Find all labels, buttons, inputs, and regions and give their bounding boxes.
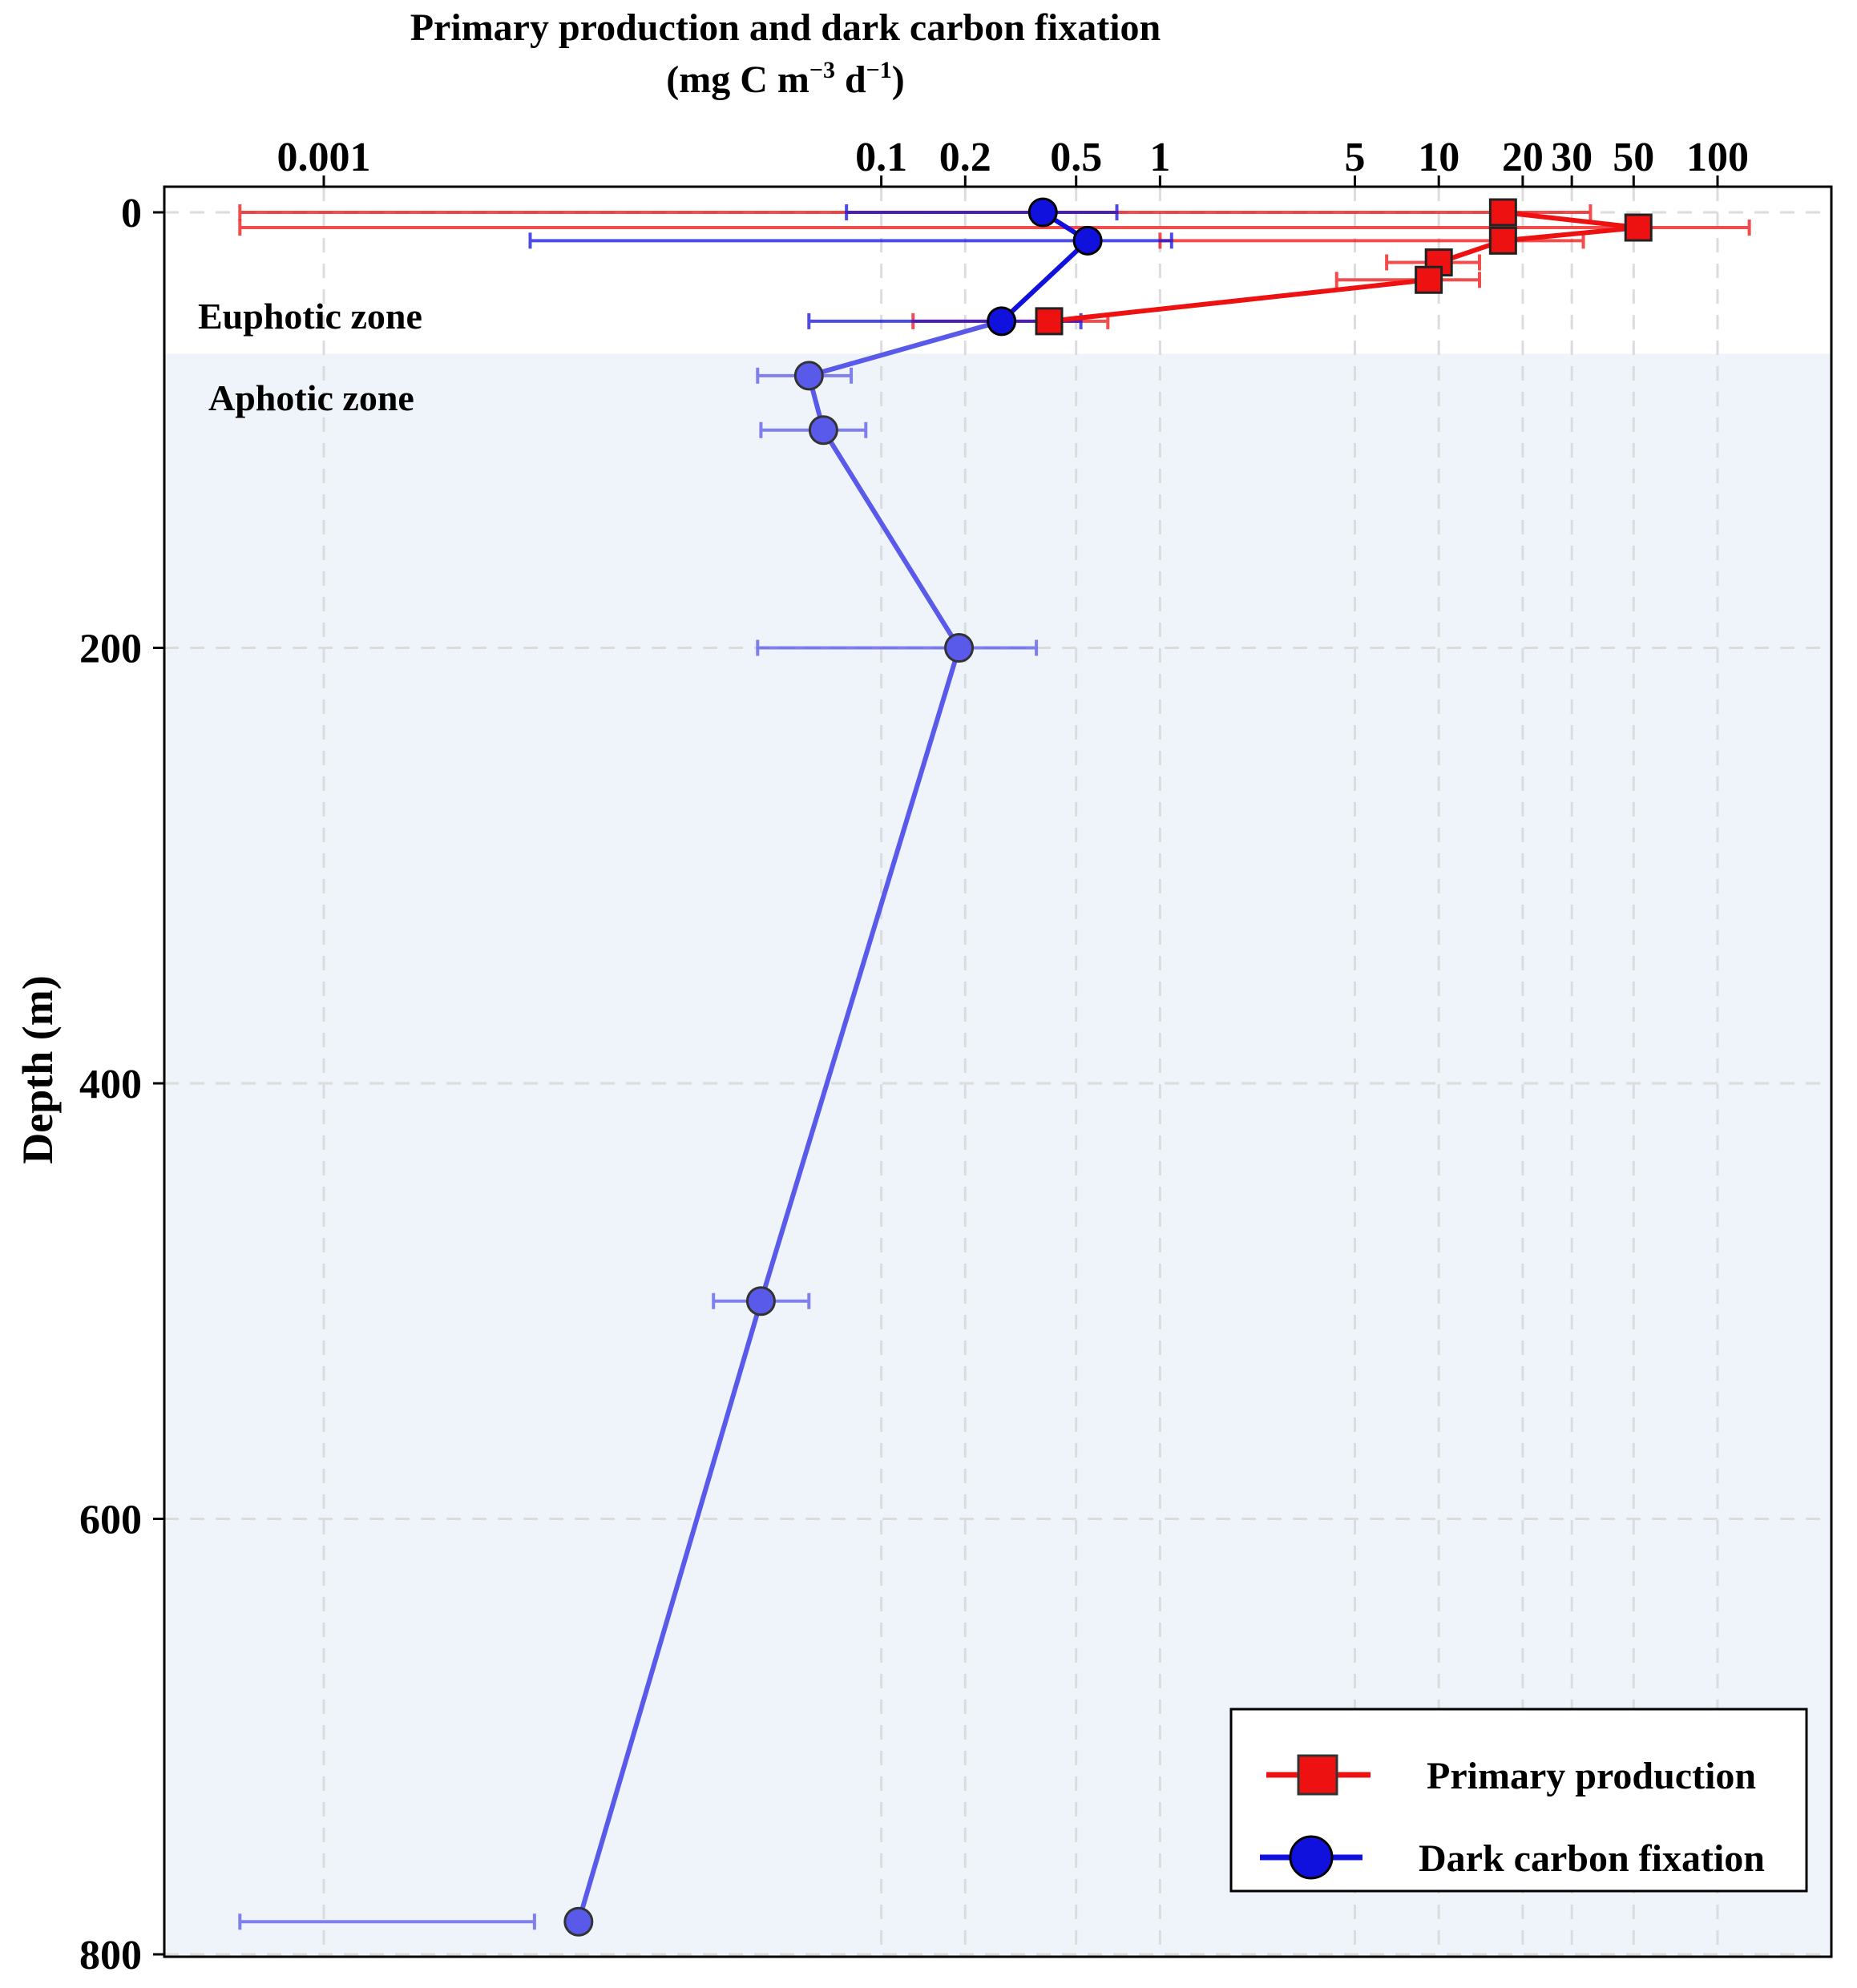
y-tick-label: 400 bbox=[79, 1062, 142, 1107]
y-tick-label: 200 bbox=[79, 627, 142, 672]
dcf-errorbar bbox=[845, 204, 1119, 220]
x-tick-label: 1 bbox=[1149, 135, 1170, 180]
dcf-line-segment bbox=[821, 429, 962, 650]
dcf-marker bbox=[745, 1286, 776, 1317]
legend-label-primary-production: Primary production bbox=[1427, 1755, 1756, 1797]
pp-marker bbox=[1624, 213, 1653, 242]
legend: Primary production Dark carbon fixation bbox=[1229, 1708, 1808, 1893]
dcf-marker bbox=[987, 306, 1017, 337]
dcf-errorbar bbox=[528, 232, 1173, 249]
dcf-marker bbox=[1027, 197, 1058, 228]
dcf-marker bbox=[1072, 225, 1103, 256]
pp-marker bbox=[1035, 307, 1064, 336]
dcf-marker bbox=[563, 1906, 594, 1937]
y-axis-label: Depth (m) bbox=[14, 975, 62, 1163]
dcf-line-segment bbox=[575, 1300, 764, 1923]
y-tick-label: 0 bbox=[121, 191, 142, 236]
grid-layer bbox=[164, 187, 1831, 1957]
x-tick-label: 10 bbox=[1418, 135, 1459, 180]
dcf-errorbar bbox=[238, 1913, 536, 1930]
marker-layer bbox=[563, 197, 1653, 1937]
pp-marker bbox=[1488, 226, 1517, 255]
dcf-errorbar bbox=[756, 639, 1039, 656]
x-tick-label: 20 bbox=[1502, 135, 1544, 180]
legend-circle-icon bbox=[1289, 1835, 1334, 1880]
dcf-marker bbox=[944, 633, 975, 663]
subtitle-exponent-2: −1 bbox=[866, 57, 892, 83]
x-tick-label: 0.1 bbox=[855, 135, 907, 180]
pp-marker bbox=[1488, 198, 1517, 227]
chart-subtitle: (mg C m−3 d−1) bbox=[666, 57, 905, 101]
legend-square-icon bbox=[1297, 1754, 1338, 1796]
zones-layer bbox=[164, 353, 1831, 1958]
axis-layer: 0.001 0.1 0.2 0.5 1 5 10 20 30 50 100 0 200 400 600 800 bbox=[79, 135, 1749, 1978]
x-tick-label: 50 bbox=[1613, 135, 1654, 180]
x-tick-label: 30 bbox=[1551, 135, 1593, 180]
pp-marker bbox=[1415, 265, 1443, 294]
dcf-line-segment bbox=[999, 239, 1090, 324]
zone-label-euphotic: Euphotic zone bbox=[198, 296, 422, 337]
chart-title: Primary production and dark carbon fixat… bbox=[410, 6, 1161, 49]
zone-label-aphotic: Aphotic zone bbox=[208, 377, 414, 418]
x-tick-label: 0.2 bbox=[939, 135, 991, 180]
dcf-marker bbox=[808, 415, 838, 446]
legend-item-primary-production: Primary production bbox=[1266, 1754, 1756, 1797]
x-tick-label: 5 bbox=[1345, 135, 1366, 180]
subtitle-middle: d bbox=[835, 58, 866, 101]
pp-line-segment bbox=[1503, 210, 1639, 231]
x-tick-label: 100 bbox=[1686, 135, 1749, 180]
legend-label-dark-carbon-fixation: Dark carbon fixation bbox=[1419, 1837, 1765, 1880]
dcf-line-segment bbox=[758, 647, 962, 1302]
legend-item-dark-carbon-fixation: Dark carbon fixation bbox=[1260, 1835, 1765, 1880]
pp-line-segment bbox=[1048, 277, 1429, 324]
plot-frame bbox=[163, 185, 1833, 1958]
y-tick-label: 800 bbox=[79, 1933, 142, 1978]
x-tick-label: 0.001 bbox=[277, 135, 371, 180]
subtitle-exponent-1: −3 bbox=[809, 57, 835, 83]
pp-line-segment bbox=[1503, 225, 1639, 244]
dcf-marker bbox=[793, 361, 824, 391]
y-tick-label: 600 bbox=[79, 1498, 142, 1543]
dcf-line-segment bbox=[808, 318, 1003, 378]
x-tick-label: 0.5 bbox=[1050, 135, 1102, 180]
aphotic-zone-band bbox=[164, 353, 1831, 1958]
subtitle-prefix: (mg C m bbox=[666, 58, 809, 101]
subtitle-suffix: ) bbox=[892, 58, 905, 101]
